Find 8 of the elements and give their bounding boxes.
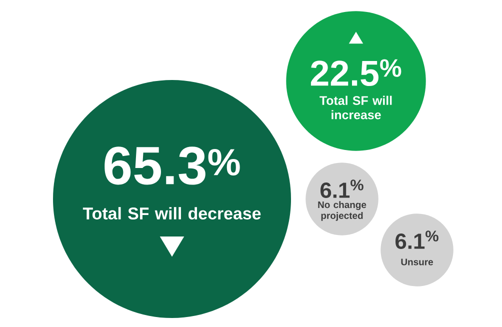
- category-label: No change projected: [318, 201, 366, 221]
- data-label: 6.1$^{%}$: [396, 230, 438, 250]
- data-label: 22.5$^{%}$: [310, 59, 402, 86]
- category-label: Total SF will increase: [320, 96, 392, 120]
- category-label: Total SF will decrease: [82, 207, 261, 220]
- category-label: Unsure: [401, 258, 433, 266]
- data-label: 65.3$^{%}$: [104, 146, 240, 185]
- data-label: 6.1$^{%}$: [320, 180, 364, 198]
